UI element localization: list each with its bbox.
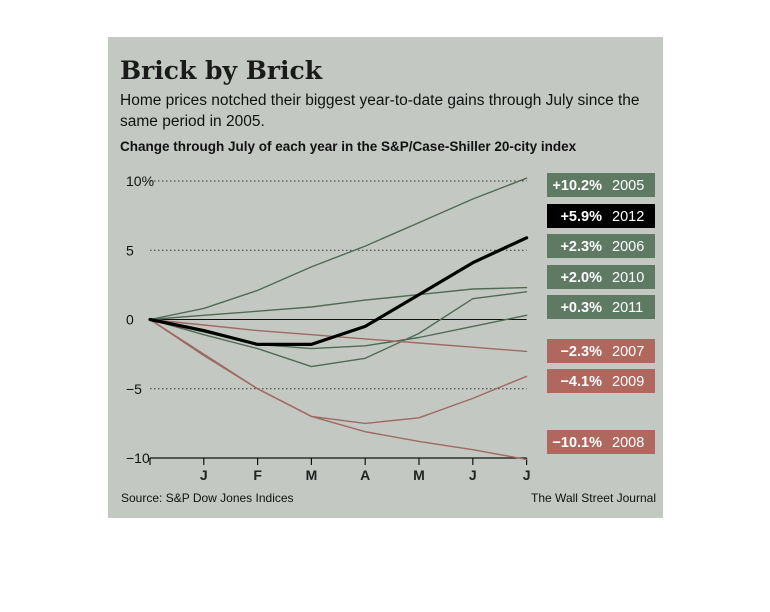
series-tag-box: [547, 369, 655, 393]
x-tick-label: M: [413, 467, 425, 483]
y-tick-label: −5: [126, 381, 142, 397]
series-value-label: +2.3%: [560, 239, 602, 255]
series-line-2010: [149, 291, 528, 368]
chart-description: Change through July of each year in the …: [120, 139, 577, 154]
series-tag-box: [547, 295, 655, 319]
series-year-label: 2012: [612, 209, 644, 225]
series-line-2009: [149, 318, 528, 425]
series-value-label: −4.1%: [560, 374, 602, 390]
x-tick-label: F: [253, 467, 262, 483]
series-year-label: 2011: [612, 300, 643, 316]
series-line-2006: [149, 286, 528, 321]
gridlines: [150, 180, 527, 459]
series-value-label: +5.9%: [560, 209, 602, 225]
series-tag-2011: +0.3% 2011: [547, 295, 655, 319]
series-line-2012: [148, 236, 529, 346]
series-tag-2006: +2.3% 2006: [547, 234, 655, 258]
series-year-label: 2005: [612, 178, 644, 194]
series-tag-2005: +10.2% 2005: [547, 173, 655, 197]
chart-subtitle: Home prices notched their biggest year-t…: [120, 92, 640, 130]
series-tag-2008: −10.1% 2008: [547, 430, 655, 454]
y-tick-label: 5: [126, 242, 134, 258]
series-year-label: 2009: [612, 374, 644, 390]
series-tag-box: [547, 173, 655, 197]
x-tick-label: J: [200, 467, 208, 483]
series-tags: +10.2% 2005 +5.9% 2012 +2.3% 2006 +2.0% 2010 +0.…: [547, 173, 655, 454]
series-tag-box: [547, 430, 655, 454]
axes: 10% 5 0 −5 −10 J F M A M J J: [126, 173, 530, 483]
series-tag-box: [547, 234, 655, 258]
series-value-label: −10.1%: [552, 435, 602, 451]
publisher-credit: The Wall Street Journal: [531, 491, 656, 505]
y-tick-label: 0: [126, 312, 134, 328]
series-tag-2012: +5.9% 2012: [547, 204, 655, 228]
chart-title: Brick by Brick: [120, 56, 323, 85]
series-value-label: +2.0%: [560, 270, 602, 286]
series-tag-box: [547, 265, 655, 289]
series-year-label: 2008: [612, 435, 644, 451]
series-value-label: −2.3%: [560, 344, 602, 360]
series-year-label: 2006: [612, 239, 644, 255]
series-year-label: 2007: [612, 344, 644, 360]
series-line-2005: [149, 177, 528, 321]
series-tag-2007: −2.3% 2007: [547, 339, 655, 363]
series-tag-box: [547, 204, 655, 228]
x-tick-label: J: [523, 467, 531, 483]
series-tag-2009: −4.1% 2009: [547, 369, 655, 393]
series-year-label: 2010: [612, 270, 644, 286]
series-value-label: +0.3%: [560, 300, 602, 316]
series-tag-2010: +2.0% 2010: [547, 265, 655, 289]
x-tick-label: A: [360, 467, 370, 483]
series-tag-box: [547, 339, 655, 363]
series-value-label: +10.2%: [552, 178, 602, 194]
y-tick-label: −10: [126, 450, 150, 466]
series-lines: [148, 177, 529, 461]
y-tick-label: 10%: [126, 173, 154, 189]
source-note: Source: S&P Dow Jones Indices: [121, 491, 294, 505]
x-tick-label: J: [469, 467, 477, 483]
series-line-2008: [149, 318, 528, 461]
x-tick-label: M: [306, 467, 318, 483]
